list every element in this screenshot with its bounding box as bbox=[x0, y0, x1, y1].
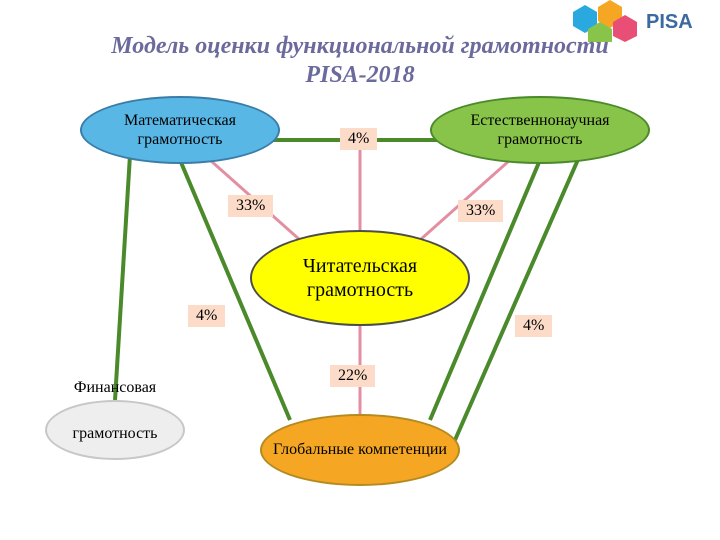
node-center: Читательская грамотность bbox=[250, 230, 470, 326]
title-line-2: PISA-2018 bbox=[305, 62, 414, 88]
node-science-label: Естественнонаучная грамотность bbox=[432, 111, 648, 149]
page-title: Модель оценки функциональной грамотности… bbox=[0, 32, 720, 90]
title-line-1: Модель оценки функциональной грамотности bbox=[111, 33, 608, 59]
badge-right33: 33% bbox=[458, 200, 503, 222]
badge-right4: 4% bbox=[515, 315, 552, 337]
node-global-label: Глобальные компетенции bbox=[267, 440, 453, 459]
node-global: Глобальные компетенции bbox=[260, 414, 460, 486]
badge-top: 4% bbox=[340, 128, 377, 150]
node-science: Естественнонаучная грамотность bbox=[430, 96, 650, 164]
node-math-label: Математическая грамотность bbox=[82, 111, 278, 149]
badge-bottom22: 22% bbox=[330, 365, 375, 387]
edge-green-3 bbox=[115, 155, 130, 400]
edge-green-4 bbox=[455, 155, 580, 440]
finance-label-line1: Финансовая bbox=[55, 378, 175, 399]
badge-left4: 4% bbox=[188, 305, 225, 327]
node-center-label: Читательская грамотность bbox=[252, 254, 468, 302]
pisa-logo-text: PISA bbox=[646, 11, 693, 33]
badge-left33: 33% bbox=[228, 195, 273, 217]
node-math: Математическая грамотность bbox=[80, 96, 280, 164]
finance-label-line2: грамотность bbox=[55, 424, 175, 445]
diagram-stage: PISA Модель оценки функциональной грамот… bbox=[0, 0, 720, 540]
